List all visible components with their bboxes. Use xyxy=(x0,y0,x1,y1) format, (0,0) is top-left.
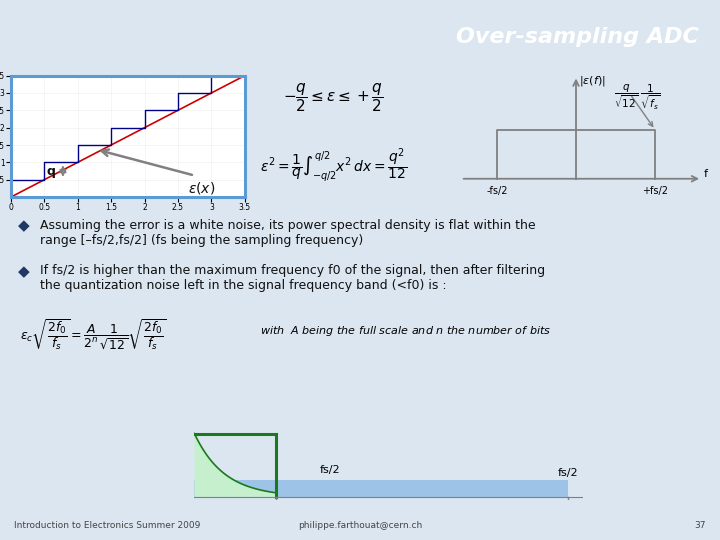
Text: range [–fs/2,fs/2] (fs being the sampling frequency): range [–fs/2,fs/2] (fs being the samplin… xyxy=(40,234,364,247)
Text: $\varepsilon(x)$: $\varepsilon(x)$ xyxy=(188,180,215,197)
Text: fs/2: fs/2 xyxy=(320,465,341,475)
Text: fs/2: fs/2 xyxy=(557,468,578,478)
Text: -fs/2: -fs/2 xyxy=(486,186,508,195)
Text: $|\varepsilon(f)|$: $|\varepsilon(f)|$ xyxy=(579,73,606,87)
Text: If fs/2 is higher than the maximum frequency f0 of the signal, then after filter: If fs/2 is higher than the maximum frequ… xyxy=(40,264,545,277)
Bar xyxy=(194,481,567,497)
Text: philippe.farthouat@cern.ch: philippe.farthouat@cern.ch xyxy=(298,521,422,530)
Text: q: q xyxy=(47,165,55,178)
Text: Introduction to Electronics Summer 2009: Introduction to Electronics Summer 2009 xyxy=(14,521,201,530)
Text: ◆: ◆ xyxy=(18,219,30,234)
Text: f: f xyxy=(704,169,708,179)
Text: Assuming the error is a white noise, its power spectral density is flat within t: Assuming the error is a white noise, its… xyxy=(40,219,536,232)
Text: $\dfrac{q}{\sqrt{12}}\ \dfrac{1}{\sqrt{f_s}}$: $\dfrac{q}{\sqrt{12}}\ \dfrac{1}{\sqrt{f… xyxy=(613,83,661,112)
Text: the quantization noise left in the signal frequency band (<f0) is :: the quantization noise left in the signa… xyxy=(40,279,446,292)
Polygon shape xyxy=(194,434,276,497)
Text: with  $A$ being the full scale and $n$ the number of bits: with $A$ being the full scale and $n$ th… xyxy=(260,324,552,338)
Text: Over-sampling ADC: Over-sampling ADC xyxy=(456,27,698,47)
Text: $-\dfrac{q}{2} \leq \varepsilon \leq +\dfrac{q}{2}$: $-\dfrac{q}{2} \leq \varepsilon \leq +\d… xyxy=(283,81,384,113)
Text: $\varepsilon_c\sqrt{\dfrac{2f_0}{f_s}} = \dfrac{A}{2^n}\dfrac{1}{\sqrt{12}}\sqrt: $\varepsilon_c\sqrt{\dfrac{2f_0}{f_s}} =… xyxy=(20,318,166,352)
Text: ◆: ◆ xyxy=(18,264,30,279)
Text: 37: 37 xyxy=(694,521,706,530)
Text: +fs/2: +fs/2 xyxy=(642,186,668,195)
Text: $\varepsilon^2 = \dfrac{1}{q}\int_{-q/2}^{q/2} x^2\,dx = \dfrac{q^2}{12}$: $\varepsilon^2 = \dfrac{1}{q}\int_{-q/2}… xyxy=(260,147,407,185)
